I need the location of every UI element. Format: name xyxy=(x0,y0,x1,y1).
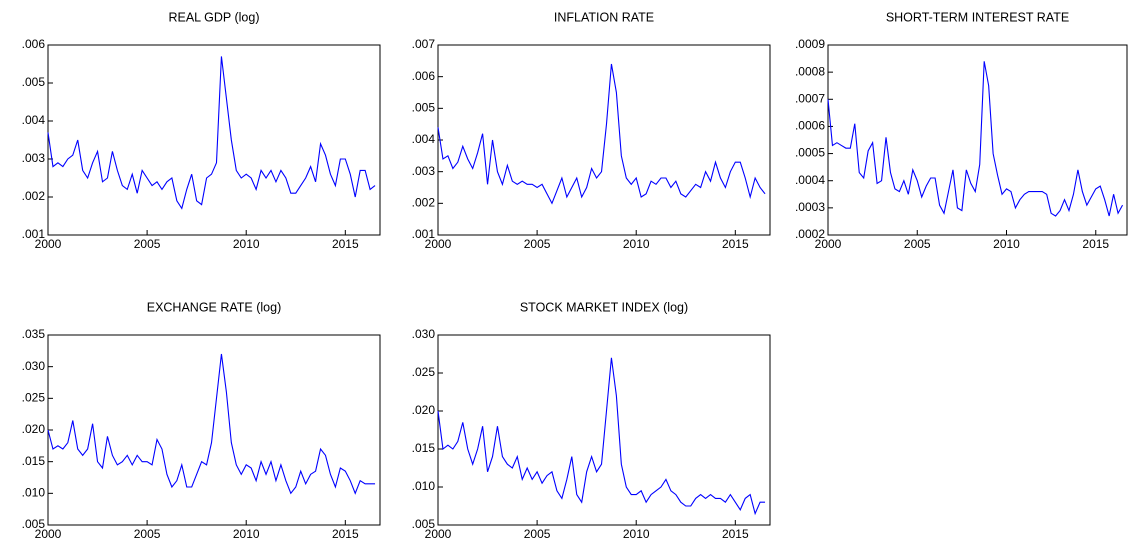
y-tick-label: .001 xyxy=(22,227,46,241)
x-tick-label: 2000 xyxy=(815,237,842,251)
plot-frame xyxy=(437,44,771,236)
y-tick-label: .005 xyxy=(412,101,436,115)
plot-frame xyxy=(827,44,1128,236)
y-tick-label: .0007 xyxy=(795,91,825,105)
y-tick-label: .030 xyxy=(22,359,46,373)
x-tick-label: 2000 xyxy=(35,527,62,541)
line-series xyxy=(437,63,766,205)
y-tick-label: .0004 xyxy=(795,173,825,187)
x-tick-label: 2000 xyxy=(425,527,452,541)
y-tick-label: .010 xyxy=(412,479,436,493)
line-series xyxy=(827,61,1124,217)
y-tick-label: .005 xyxy=(22,75,46,89)
y-tick-label: .0003 xyxy=(795,200,825,214)
y-tick-label: .005 xyxy=(412,517,436,531)
y-tick-label: .025 xyxy=(22,391,46,405)
x-tick-label: 2005 xyxy=(524,527,551,541)
y-tick-label: .0008 xyxy=(795,64,825,78)
y-tick-label: .025 xyxy=(412,365,436,379)
x-tick-label: 2015 xyxy=(332,237,359,251)
y-tick-label: .010 xyxy=(22,486,46,500)
x-tick-label: 2005 xyxy=(524,237,551,251)
y-tick-label: .002 xyxy=(22,189,46,203)
x-tick-label: 2010 xyxy=(233,237,260,251)
chart-title: EXCHANGE RATE (log) xyxy=(147,300,282,314)
line-series xyxy=(47,56,376,210)
y-tick-label: .002 xyxy=(412,196,436,210)
y-tick-label: .015 xyxy=(412,441,436,455)
plot-frame xyxy=(47,44,381,236)
chart-title: STOCK MARKET INDEX (log) xyxy=(520,300,688,314)
x-tick-label: 2015 xyxy=(332,527,359,541)
y-tick-label: .001 xyxy=(412,227,436,241)
x-tick-label: 2010 xyxy=(993,237,1020,251)
line-series xyxy=(437,357,766,516)
y-tick-label: .003 xyxy=(412,164,436,178)
x-tick-label: 2000 xyxy=(425,237,452,251)
x-tick-label: 2005 xyxy=(904,237,931,251)
x-tick-label: 2015 xyxy=(722,527,749,541)
x-tick-label: 2000 xyxy=(35,237,62,251)
y-tick-label: .0005 xyxy=(795,146,825,160)
plot-frame xyxy=(47,334,381,526)
y-tick-label: .020 xyxy=(22,422,46,436)
y-tick-label: .0009 xyxy=(795,37,825,51)
plot-frame xyxy=(437,334,771,526)
x-tick-label: 2005 xyxy=(134,527,161,541)
y-tick-label: .020 xyxy=(412,403,436,417)
y-tick-label: .003 xyxy=(22,151,46,165)
y-tick-label: .004 xyxy=(412,132,436,146)
chart-title: SHORT-TERM INTEREST RATE xyxy=(886,10,1069,24)
y-tick-label: .015 xyxy=(22,454,46,468)
x-tick-label: 2010 xyxy=(623,237,650,251)
x-tick-label: 2015 xyxy=(1082,237,1109,251)
y-tick-label: .006 xyxy=(412,69,436,83)
chart-title: INFLATION RATE xyxy=(554,10,654,24)
x-tick-label: 2010 xyxy=(623,527,650,541)
y-tick-label: .004 xyxy=(22,113,46,127)
y-tick-label: .0006 xyxy=(795,119,825,133)
y-tick-label: .0002 xyxy=(795,227,825,241)
line-series xyxy=(47,353,376,495)
y-tick-label: .005 xyxy=(22,517,46,531)
y-tick-label: .035 xyxy=(22,327,46,341)
x-tick-label: 2015 xyxy=(722,237,749,251)
x-tick-label: 2005 xyxy=(134,237,161,251)
y-tick-label: .006 xyxy=(22,37,46,51)
x-tick-label: 2010 xyxy=(233,527,260,541)
y-tick-label: .007 xyxy=(412,37,436,51)
chart-title: REAL GDP (log) xyxy=(168,10,259,24)
y-tick-label: .030 xyxy=(412,327,436,341)
